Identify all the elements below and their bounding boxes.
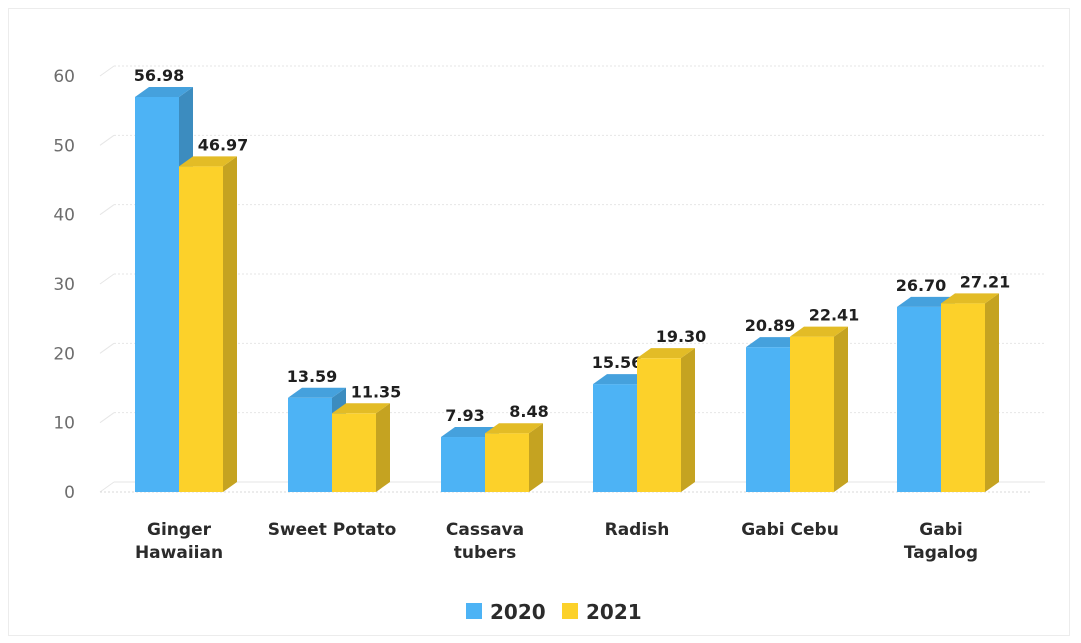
legend-item-2021: 2021 [562,600,642,624]
bar-top [288,387,346,398]
legend-label: 2020 [490,600,546,624]
bar-2021 [485,423,543,492]
bar-side [529,423,543,492]
x-category-label: Gabi Cebu [741,520,839,540]
bar-side [985,293,999,492]
bar-2021 [941,293,999,492]
data-label: 8.48 [509,402,548,421]
x-category-label: Radish [605,520,670,540]
bar-front [135,96,179,493]
bar-front [485,433,529,492]
y-tick-label: 60 [53,67,75,87]
y-tick-label: 30 [53,275,75,295]
x-category-label: Gabi Tagalog [904,520,978,563]
gridline-depth [99,481,115,493]
data-label: 20.89 [745,316,796,335]
bar-front [897,306,941,492]
y-tick-label: 50 [53,136,75,156]
chart-frame [8,8,1070,636]
bar-top [441,427,499,438]
data-label: 13.59 [287,367,338,386]
data-label: 26.70 [896,276,947,295]
bar-top [790,326,848,337]
bar-side [681,348,695,492]
gridline-depth [99,204,115,216]
gridline-depth [99,412,115,424]
bar-2021 [790,326,848,492]
x-category-label: Sweet Potato [268,520,397,540]
bar-top [179,156,237,167]
gridline-depth [99,65,115,77]
y-tick-label: 20 [53,344,75,364]
x-category-label: Cassava tubers [446,520,524,563]
data-label: 56.98 [134,66,185,85]
gridline-depth [99,273,115,285]
legend-item-2020: 2020 [466,600,546,624]
bar-top [637,348,695,359]
bar-front [332,413,376,492]
bar-front [637,358,681,492]
y-tick-label: 10 [53,414,75,434]
bar-front [441,437,485,492]
data-label: 15.56 [592,353,643,372]
bar-front [746,347,790,492]
bar-side [834,326,848,492]
data-label: 46.97 [198,135,249,154]
x-category-label: Ginger Hawaiian [135,520,223,563]
bar-2021 [179,156,237,492]
bar-front [593,384,637,492]
legend-swatch [466,603,482,619]
gridline-depth [99,134,115,146]
y-tick-label: 0 [64,483,75,503]
bar-front [941,303,985,492]
bar-top [485,423,543,434]
bar-front [790,336,834,492]
legend-label: 2021 [586,600,642,624]
data-label: 11.35 [351,382,402,401]
bar-2021 [637,348,695,492]
bar-top [332,403,390,414]
data-label: 22.41 [809,306,860,325]
bar-front [179,166,223,492]
data-label: 19.30 [656,327,707,346]
bar-top [593,374,651,385]
gridline-depth [99,342,115,354]
bar-front [288,397,332,492]
legend-swatch [562,603,578,619]
bar-top [941,293,999,304]
data-label: 7.93 [445,406,484,425]
bar-top [897,296,955,307]
bar-side [223,156,237,492]
data-label: 27.21 [960,272,1011,291]
bar-top [135,86,193,97]
y-tick-label: 40 [53,206,75,226]
bar-2021 [332,403,390,492]
bar-side [376,403,390,492]
bar-top [746,337,804,348]
